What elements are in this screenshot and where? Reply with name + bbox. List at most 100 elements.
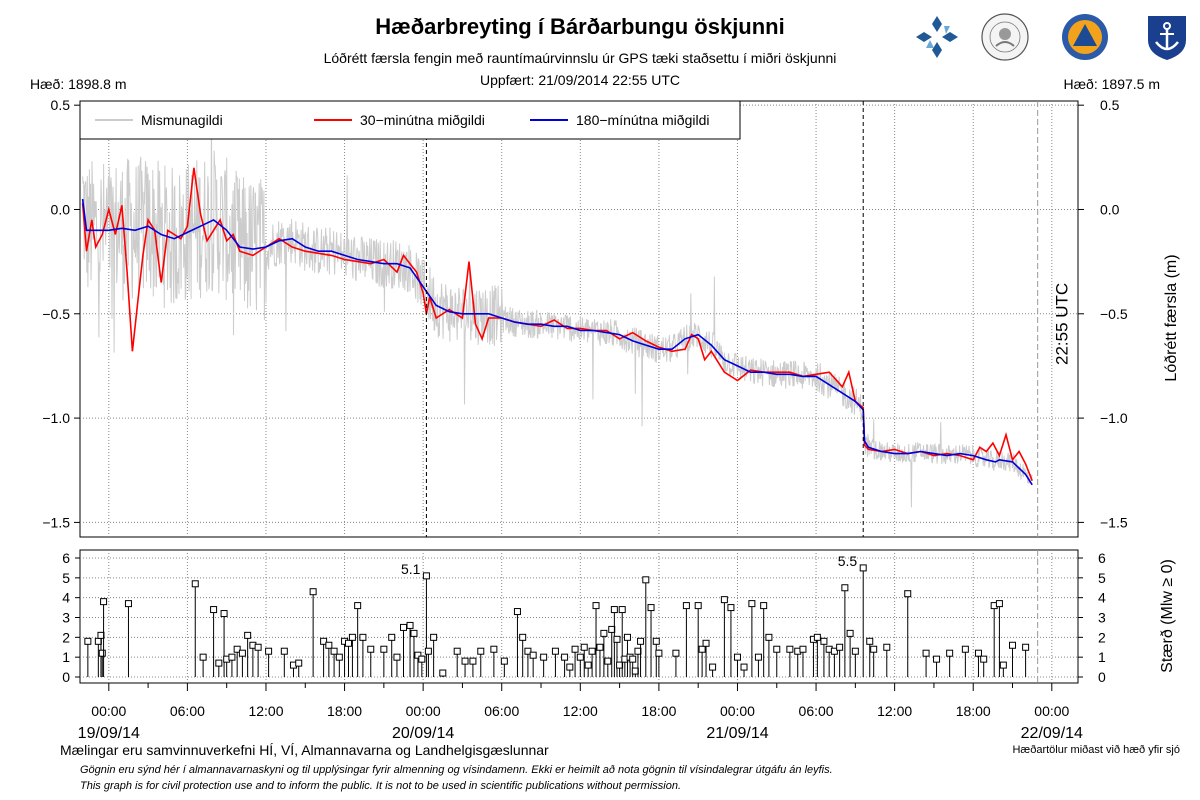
quake-marker [540,653,548,661]
bottom-ytick-label-left: 3 [62,610,70,626]
quake-marker [740,663,748,671]
median-180min-line [81,198,1033,486]
date-label: 22/09/14 [1021,725,1083,742]
legend [79,100,741,140]
quake-marker [748,600,756,608]
quake-marker [870,645,878,653]
bottom-ytick-label-right: 1 [1098,649,1106,665]
top-ytick-label-right: 0.0 [1100,201,1120,217]
x-tick-label: 00:00 [720,703,755,719]
haskoli-islands-seal [981,13,1029,61]
quake-marker [623,633,631,641]
vedurstofa-logo [916,16,958,58]
quake-marker [604,657,612,665]
quake-marker [320,637,328,645]
quake-marker [995,600,1003,608]
quake-marker [922,649,930,657]
quake-marker [727,604,735,612]
quake-marker [380,645,388,653]
quake-marker [1022,643,1030,651]
quake-marker [596,643,604,651]
quake-marker [191,580,199,588]
quake-marker [439,669,447,677]
quake-marker [244,631,252,639]
quake-marker [1009,641,1017,649]
quake-marker [561,653,569,661]
quake-marker [566,663,574,671]
legend-entry-label: 180−mínútna miðgildi [576,112,709,128]
quake-marker [344,639,352,647]
quake-marker [760,602,768,610]
x-tick-label: 06:00 [484,703,519,719]
quake-marker [580,643,588,651]
quake-marker [610,606,618,614]
quake-marker [309,588,317,596]
quake-marker [354,602,362,610]
quake-marker [637,637,645,645]
quake-marker [672,649,680,657]
quake-marker [424,647,432,655]
quake-marker [773,645,781,653]
height-right-label: Hæð: 1897.5 m [1063,76,1161,92]
quake-marker [265,647,273,655]
x-tick-label: 18:00 [327,703,362,719]
bottom-ytick-label-right: 0 [1098,669,1106,685]
quake-marker [904,590,912,598]
quake-marker [295,659,303,667]
quake-marker [592,602,600,610]
x-tick-label: 06:00 [170,703,205,719]
landhelgisgaeslan-logo [1148,16,1186,60]
bottom-ytick-label-left: 6 [62,550,70,566]
top-ytick-label-right: −0.5 [1100,306,1128,322]
quake-marker [124,600,132,608]
quake-marker [199,653,207,661]
top-plot-frame [79,100,1079,538]
median-30min-line [81,167,1033,481]
bottom-ytick-label-right: 3 [1098,610,1106,626]
quake-marker [461,657,469,665]
bottom-ytick-label-right: 5 [1098,570,1106,586]
quake-marker [655,649,663,657]
quake-marker [961,645,969,653]
quake-marker [634,647,642,655]
y-axis-label-top: Lóðrétt færsla (m) [1163,254,1180,382]
chart-title: Hæðarbreyting í Bárðarbungu öskjunni [375,14,785,39]
quake-marker [629,655,637,663]
quake-marker [519,633,527,641]
quake-marker [786,645,794,653]
x-tick-label: 12:00 [877,703,912,719]
quake-marker [215,659,223,667]
quake-marker [618,606,626,614]
quake-marker [682,602,690,610]
top-ytick-label-right: −1.5 [1100,514,1128,530]
quake-marker [513,608,521,616]
quake-marker [820,637,828,645]
bottom-ytick-label-right: 4 [1098,590,1106,606]
quake-marker [469,657,477,665]
quake-marker [584,661,592,669]
quake-marker [399,623,407,631]
quake-marker [846,629,854,637]
quake-marker [600,629,608,637]
quake-marker [490,645,498,653]
quake-annotation: 5.1 [401,561,421,577]
quake-marker [631,667,639,675]
quake-marker [410,629,418,637]
top-ytick-label-left: −1.5 [42,514,70,530]
bottom-ytick-label-left: 1 [62,649,70,665]
bottom-ytick-label-left: 2 [62,629,70,645]
quake-marker [210,606,218,614]
quake-marker [325,641,333,649]
date-label: 21/09/14 [706,725,768,742]
top-ytick-label-left: 0.5 [51,97,71,113]
quake-marker [500,657,508,665]
quake-marker [280,647,288,655]
quake-marker [238,649,246,657]
quake-marker [335,653,343,661]
quake-marker [851,647,859,655]
quake-marker [228,653,236,661]
quake-marker [100,598,108,606]
legend-box [79,100,741,140]
bottom-plot-frame [79,549,1079,684]
